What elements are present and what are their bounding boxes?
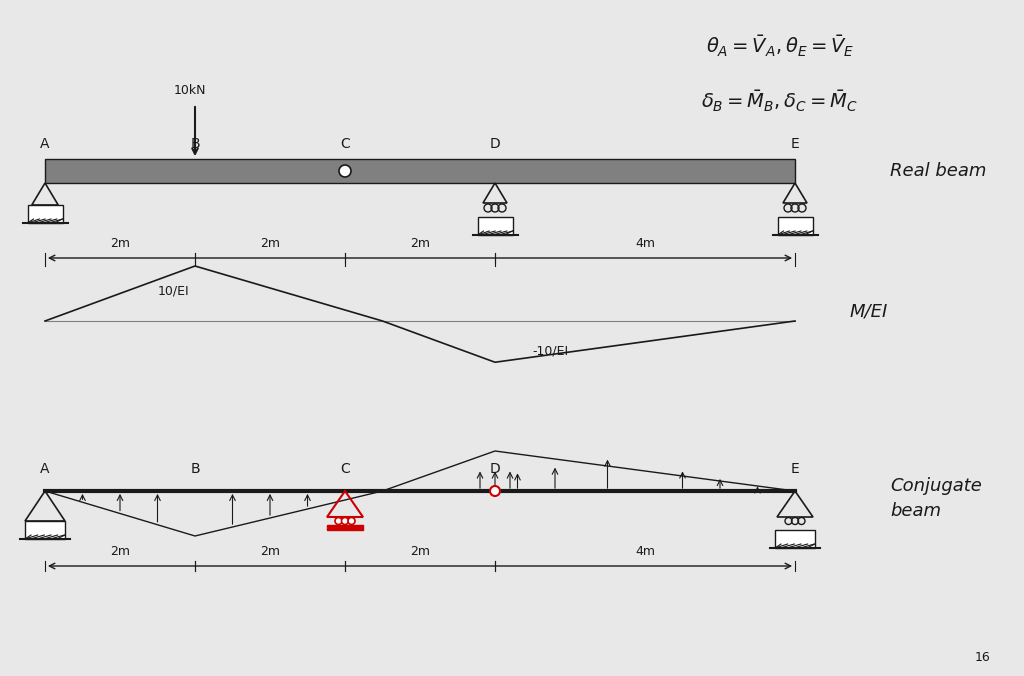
Text: A: A: [40, 462, 50, 476]
Text: C: C: [340, 462, 350, 476]
Text: -10/EI: -10/EI: [532, 345, 568, 358]
Text: M/EI: M/EI: [850, 302, 888, 320]
Text: 10kN: 10kN: [174, 84, 206, 97]
Bar: [777, 217, 812, 235]
Text: Conjugate: Conjugate: [890, 477, 982, 495]
Text: C: C: [340, 137, 350, 151]
Circle shape: [339, 165, 351, 177]
Text: 2m: 2m: [260, 237, 280, 250]
Text: 2m: 2m: [110, 545, 130, 558]
Text: D: D: [489, 462, 501, 476]
Text: beam: beam: [890, 502, 941, 520]
Circle shape: [341, 518, 348, 525]
Text: 2m: 2m: [410, 545, 430, 558]
Text: 16: 16: [974, 651, 990, 664]
Bar: [327, 525, 362, 530]
Bar: [45, 159, 795, 183]
Text: A: A: [40, 137, 50, 151]
Text: E: E: [791, 462, 800, 476]
Bar: [775, 530, 815, 548]
Bar: [28, 205, 62, 223]
Circle shape: [335, 518, 342, 525]
Text: 4m: 4m: [635, 237, 655, 250]
Text: 2m: 2m: [110, 237, 130, 250]
Text: B: B: [190, 137, 200, 151]
Circle shape: [490, 486, 500, 496]
Text: Real beam: Real beam: [890, 162, 986, 180]
Bar: [477, 217, 512, 235]
Text: 2m: 2m: [260, 545, 280, 558]
Bar: [25, 521, 65, 539]
Text: 4m: 4m: [635, 545, 655, 558]
Text: $\theta_A = \bar{V}_A, \theta_E = \bar{V}_E$: $\theta_A = \bar{V}_A, \theta_E = \bar{V…: [706, 33, 854, 59]
Circle shape: [348, 518, 355, 525]
Text: D: D: [489, 137, 501, 151]
Text: B: B: [190, 462, 200, 476]
Text: $\delta_B = \bar{M}_B, \delta_C = \bar{M}_C$: $\delta_B = \bar{M}_B, \delta_C = \bar{M…: [701, 89, 858, 114]
Text: 2m: 2m: [410, 237, 430, 250]
Text: E: E: [791, 137, 800, 151]
Text: 10/EI: 10/EI: [158, 284, 189, 297]
